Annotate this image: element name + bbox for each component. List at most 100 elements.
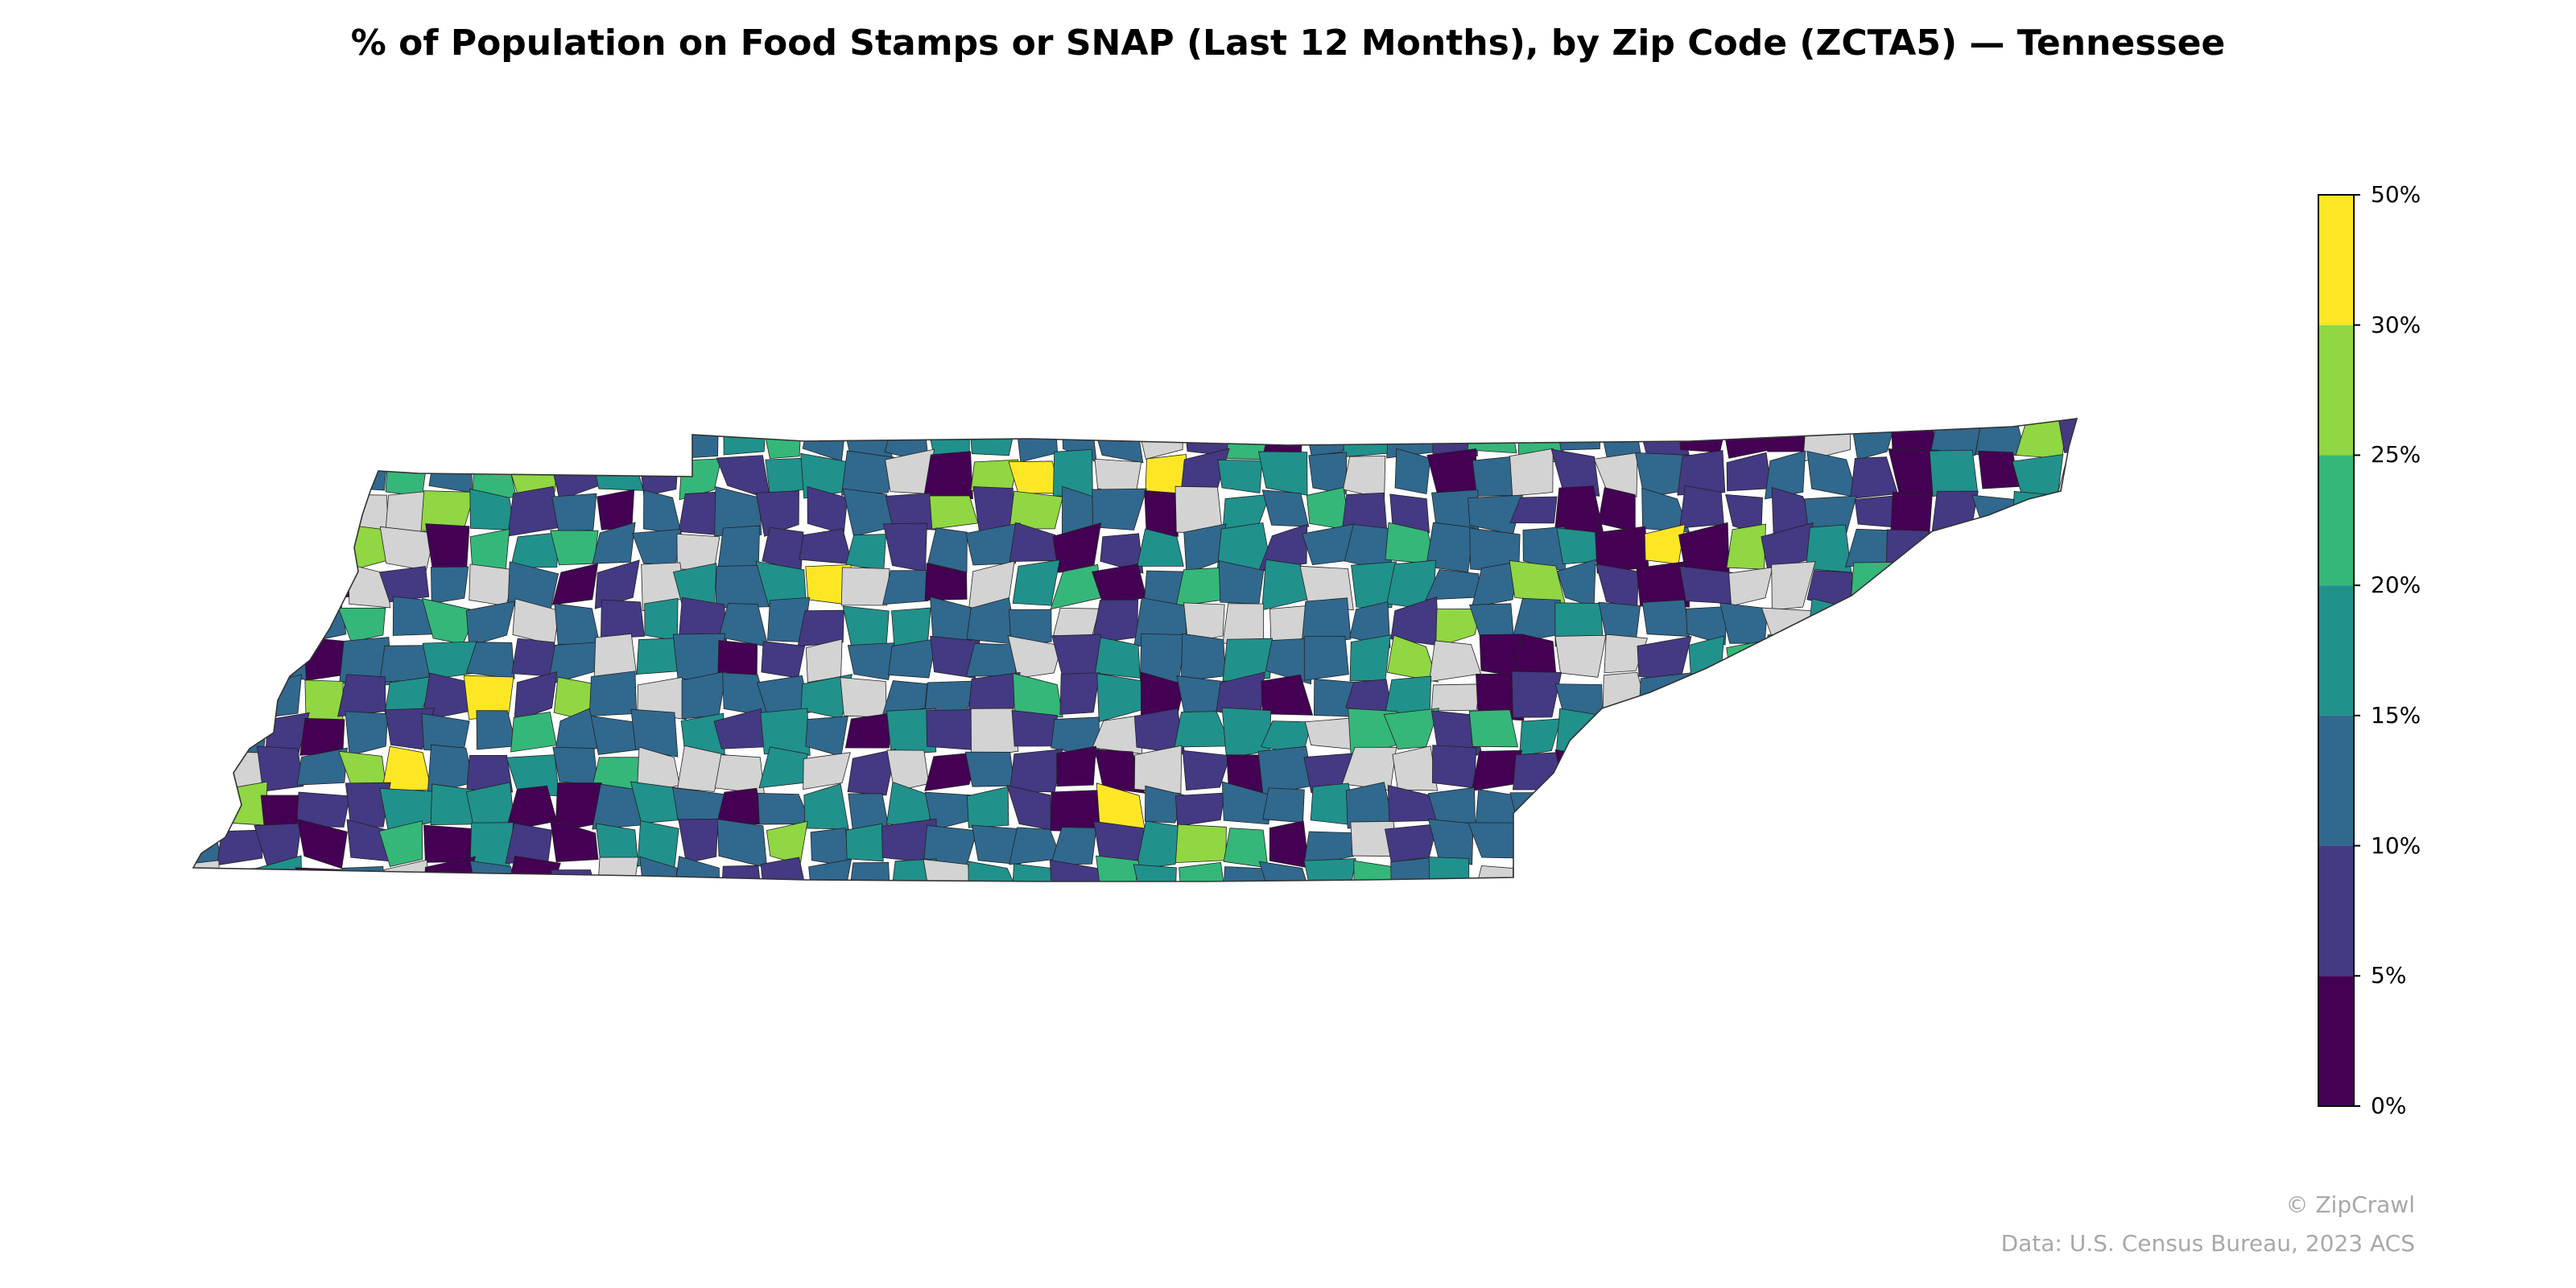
zip-region — [1679, 485, 1724, 529]
zip-region — [1555, 708, 1604, 758]
zip-region — [551, 493, 597, 532]
zip-region — [1812, 645, 1855, 684]
zip-region — [1886, 675, 1943, 716]
zip-region — [1554, 634, 1607, 678]
zip-region — [1096, 673, 1144, 723]
zip-region — [424, 419, 473, 453]
zip-region — [1768, 859, 1817, 881]
zip-region — [1094, 637, 1141, 679]
zip-region — [256, 745, 304, 792]
zip-region — [345, 711, 389, 757]
zip-region — [2017, 679, 2067, 719]
zip-region — [1052, 522, 1102, 573]
zip-region — [1472, 865, 1519, 881]
zip-region — [254, 562, 308, 604]
zip-region — [425, 523, 470, 572]
zip-region — [2057, 712, 2077, 753]
zip-region — [469, 528, 510, 570]
zip-region — [379, 645, 431, 683]
zip-region — [845, 823, 884, 862]
zip-region — [339, 493, 389, 533]
zip-region — [1385, 824, 1438, 863]
zip-region — [1342, 455, 1386, 499]
zip-region — [193, 453, 216, 493]
zip-region — [1050, 827, 1097, 865]
zip-region — [1555, 420, 1601, 451]
zip-region — [217, 781, 268, 826]
zip-region — [927, 527, 968, 573]
zip-region — [1008, 460, 1060, 494]
zip-region — [840, 677, 887, 718]
zip-region — [1929, 449, 1978, 497]
zip-region — [929, 495, 979, 530]
zip-region — [218, 532, 267, 571]
zip-region — [805, 638, 843, 683]
zip-region — [1806, 451, 1859, 498]
zip-region — [1308, 452, 1348, 495]
zip-region — [1761, 745, 1810, 789]
zip-region — [1258, 861, 1315, 881]
colorbar-tick-label: 20% — [2371, 572, 2421, 599]
colorbar-frame — [2318, 194, 2355, 1107]
zip-region — [1931, 490, 1979, 532]
zip-region — [1685, 858, 1730, 881]
zip-region — [345, 782, 391, 828]
zip-region — [765, 457, 811, 495]
zip-region — [1351, 561, 1397, 609]
zip-region — [1432, 745, 1477, 789]
zip-region — [1637, 858, 1691, 881]
zip-region — [1845, 786, 1892, 830]
zip-region — [193, 605, 222, 640]
zip-region — [1223, 866, 1266, 881]
zip-region — [2017, 634, 2068, 679]
zip-region — [1975, 825, 2019, 863]
zip-region — [714, 486, 762, 537]
zip-region — [1932, 749, 1975, 795]
zip-region — [595, 823, 639, 867]
zip-region — [923, 859, 975, 881]
zip-region — [1257, 745, 1314, 796]
zip-region — [217, 490, 268, 535]
zip-region — [1761, 673, 1810, 720]
zip-region — [1644, 524, 1686, 564]
zip-region — [1928, 600, 1979, 648]
zip-region — [1511, 671, 1563, 718]
zip-region — [1677, 792, 1733, 830]
zip-region — [2018, 865, 2066, 881]
zip-region — [254, 496, 310, 535]
zip-region — [1304, 717, 1354, 750]
zip-region — [672, 856, 720, 881]
zip-region — [1686, 606, 1728, 646]
zip-region — [1973, 674, 2026, 721]
zip-region — [1094, 749, 1146, 794]
zip-region — [1217, 459, 1263, 493]
zip-region — [1930, 635, 1984, 682]
zip-region — [1886, 785, 1934, 824]
zip-region — [1174, 792, 1226, 827]
zip-region — [1807, 857, 1858, 881]
zip-region — [193, 560, 224, 609]
zip-region — [2015, 419, 2068, 460]
zip-region — [1389, 493, 1430, 535]
zip-region — [924, 751, 980, 791]
zip-region — [633, 419, 679, 461]
zip-region — [1637, 419, 1690, 459]
zip-region — [1552, 784, 1607, 833]
zip-region — [840, 450, 897, 496]
zip-region — [1174, 824, 1227, 864]
zip-region — [760, 857, 811, 881]
colorbar-bin — [2318, 715, 2354, 846]
zip-region — [1261, 674, 1314, 716]
zip-region — [1049, 859, 1100, 881]
zip-region — [1726, 452, 1772, 492]
zip-region — [1804, 708, 1847, 757]
zip-region — [1550, 448, 1600, 497]
zip-region — [964, 751, 1015, 787]
zip-region — [848, 793, 890, 831]
zip-region — [512, 598, 560, 646]
zip-region — [1343, 420, 1393, 458]
zip-region — [597, 489, 635, 530]
zip-region — [965, 642, 1017, 677]
colorbar-tick-label: 5% — [2371, 962, 2407, 989]
zip-region — [1513, 752, 1564, 791]
